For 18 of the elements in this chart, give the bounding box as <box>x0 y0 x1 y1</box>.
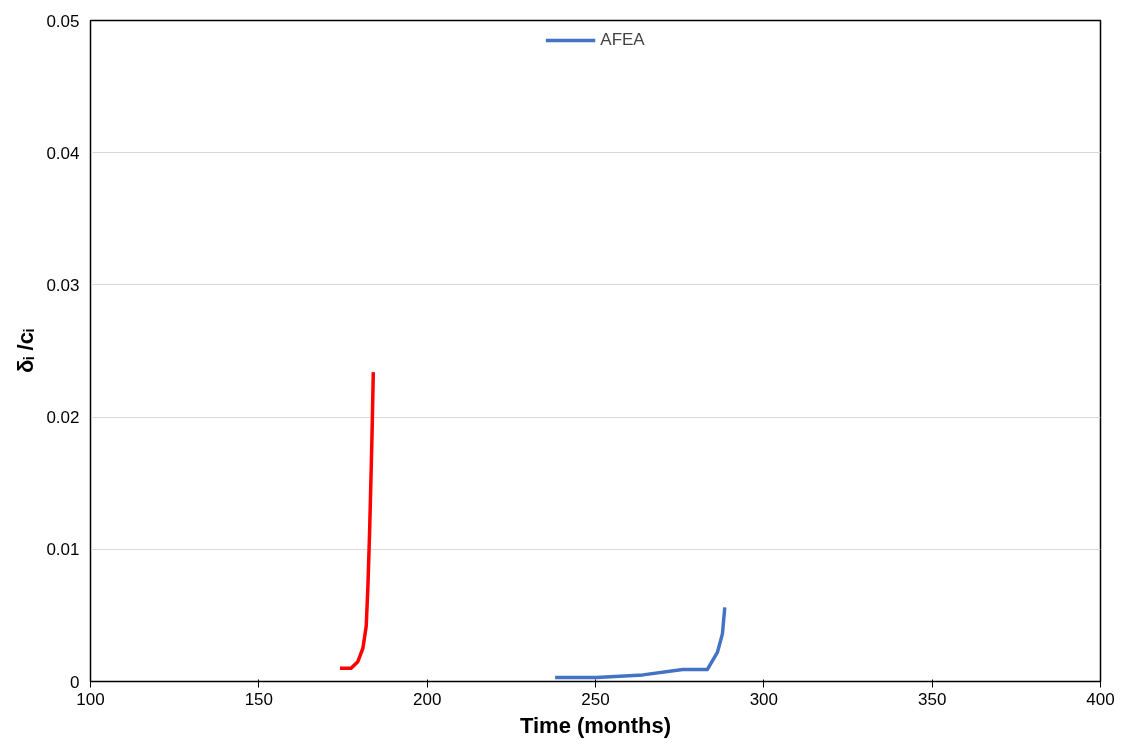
x-tick-label: 200 <box>412 689 442 709</box>
line-series <box>338 370 376 671</box>
y-axis-title: δᵢ /cᵢ <box>13 328 39 374</box>
y-tick-label: 0.02 <box>46 408 80 428</box>
y-tick-label: 0.04 <box>46 143 80 163</box>
y-tick-label: 0.01 <box>46 540 80 560</box>
x-tick-label: 250 <box>581 689 610 709</box>
x-tick-label: 100 <box>76 689 105 709</box>
legend-label: AFEA <box>600 30 645 50</box>
x-tick-label: 150 <box>244 689 274 709</box>
x-tick-label: 400 <box>1086 689 1115 709</box>
line-series <box>553 605 727 680</box>
x-tick-label: 300 <box>749 689 779 709</box>
x-axis-title: Time (months) <box>519 712 672 738</box>
y-tick-label: 0.05 <box>46 11 80 31</box>
y-tick-label: 0 <box>70 672 80 692</box>
x-tick-label: 350 <box>917 689 947 709</box>
y-tick-label: 0.03 <box>46 275 80 295</box>
